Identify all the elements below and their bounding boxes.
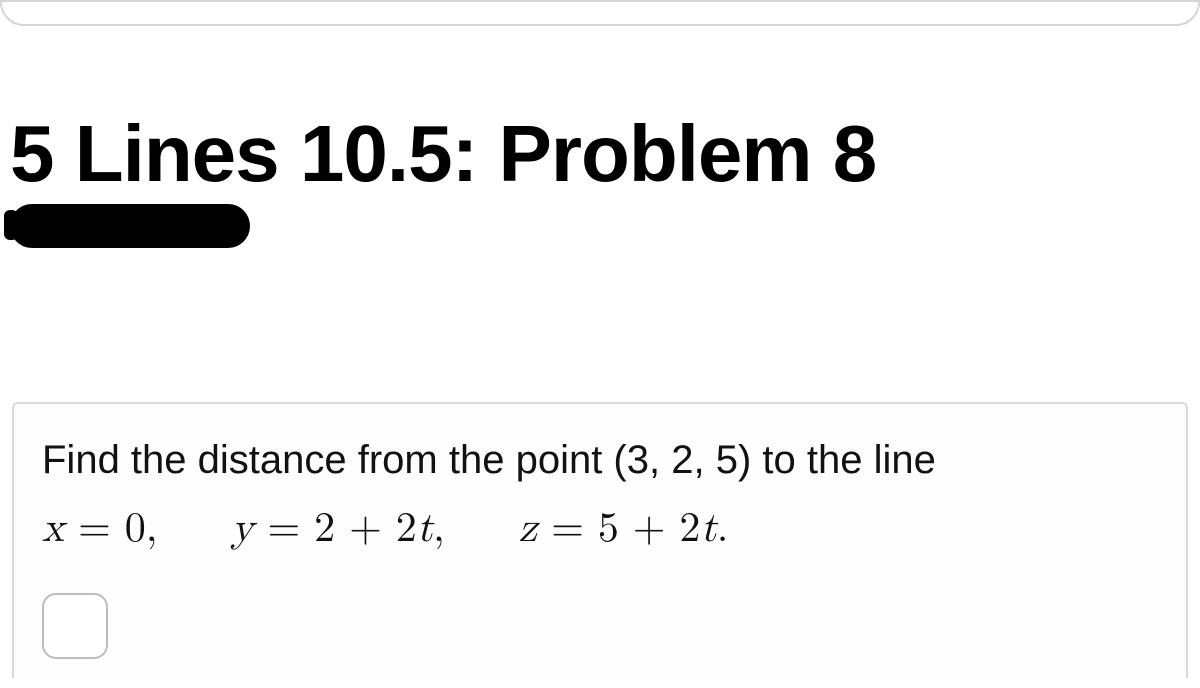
answer-input[interactable] (42, 593, 108, 659)
eq-x-rhs: 0 (125, 508, 146, 550)
top-panel-edge (0, 0, 1200, 26)
problem-prompt: Find the distance from the point (3, 2, … (42, 434, 1158, 486)
problem-panel: Find the distance from the point (3, 2, … (12, 402, 1188, 678)
eq-y-rhs: 2 + 2t (314, 508, 433, 550)
problem-equations: x = 0, y = 2 + 2t, z = 5 + 2t. (42, 498, 1158, 561)
page-title: 5 Lines 10.5: Problem 8 (10, 108, 876, 200)
redacted-block (10, 204, 250, 248)
page-root: 5 Lines 10.5: Problem 8 Find the distanc… (0, 0, 1200, 688)
eq-z-rhs: 5 + 2t (598, 508, 717, 550)
